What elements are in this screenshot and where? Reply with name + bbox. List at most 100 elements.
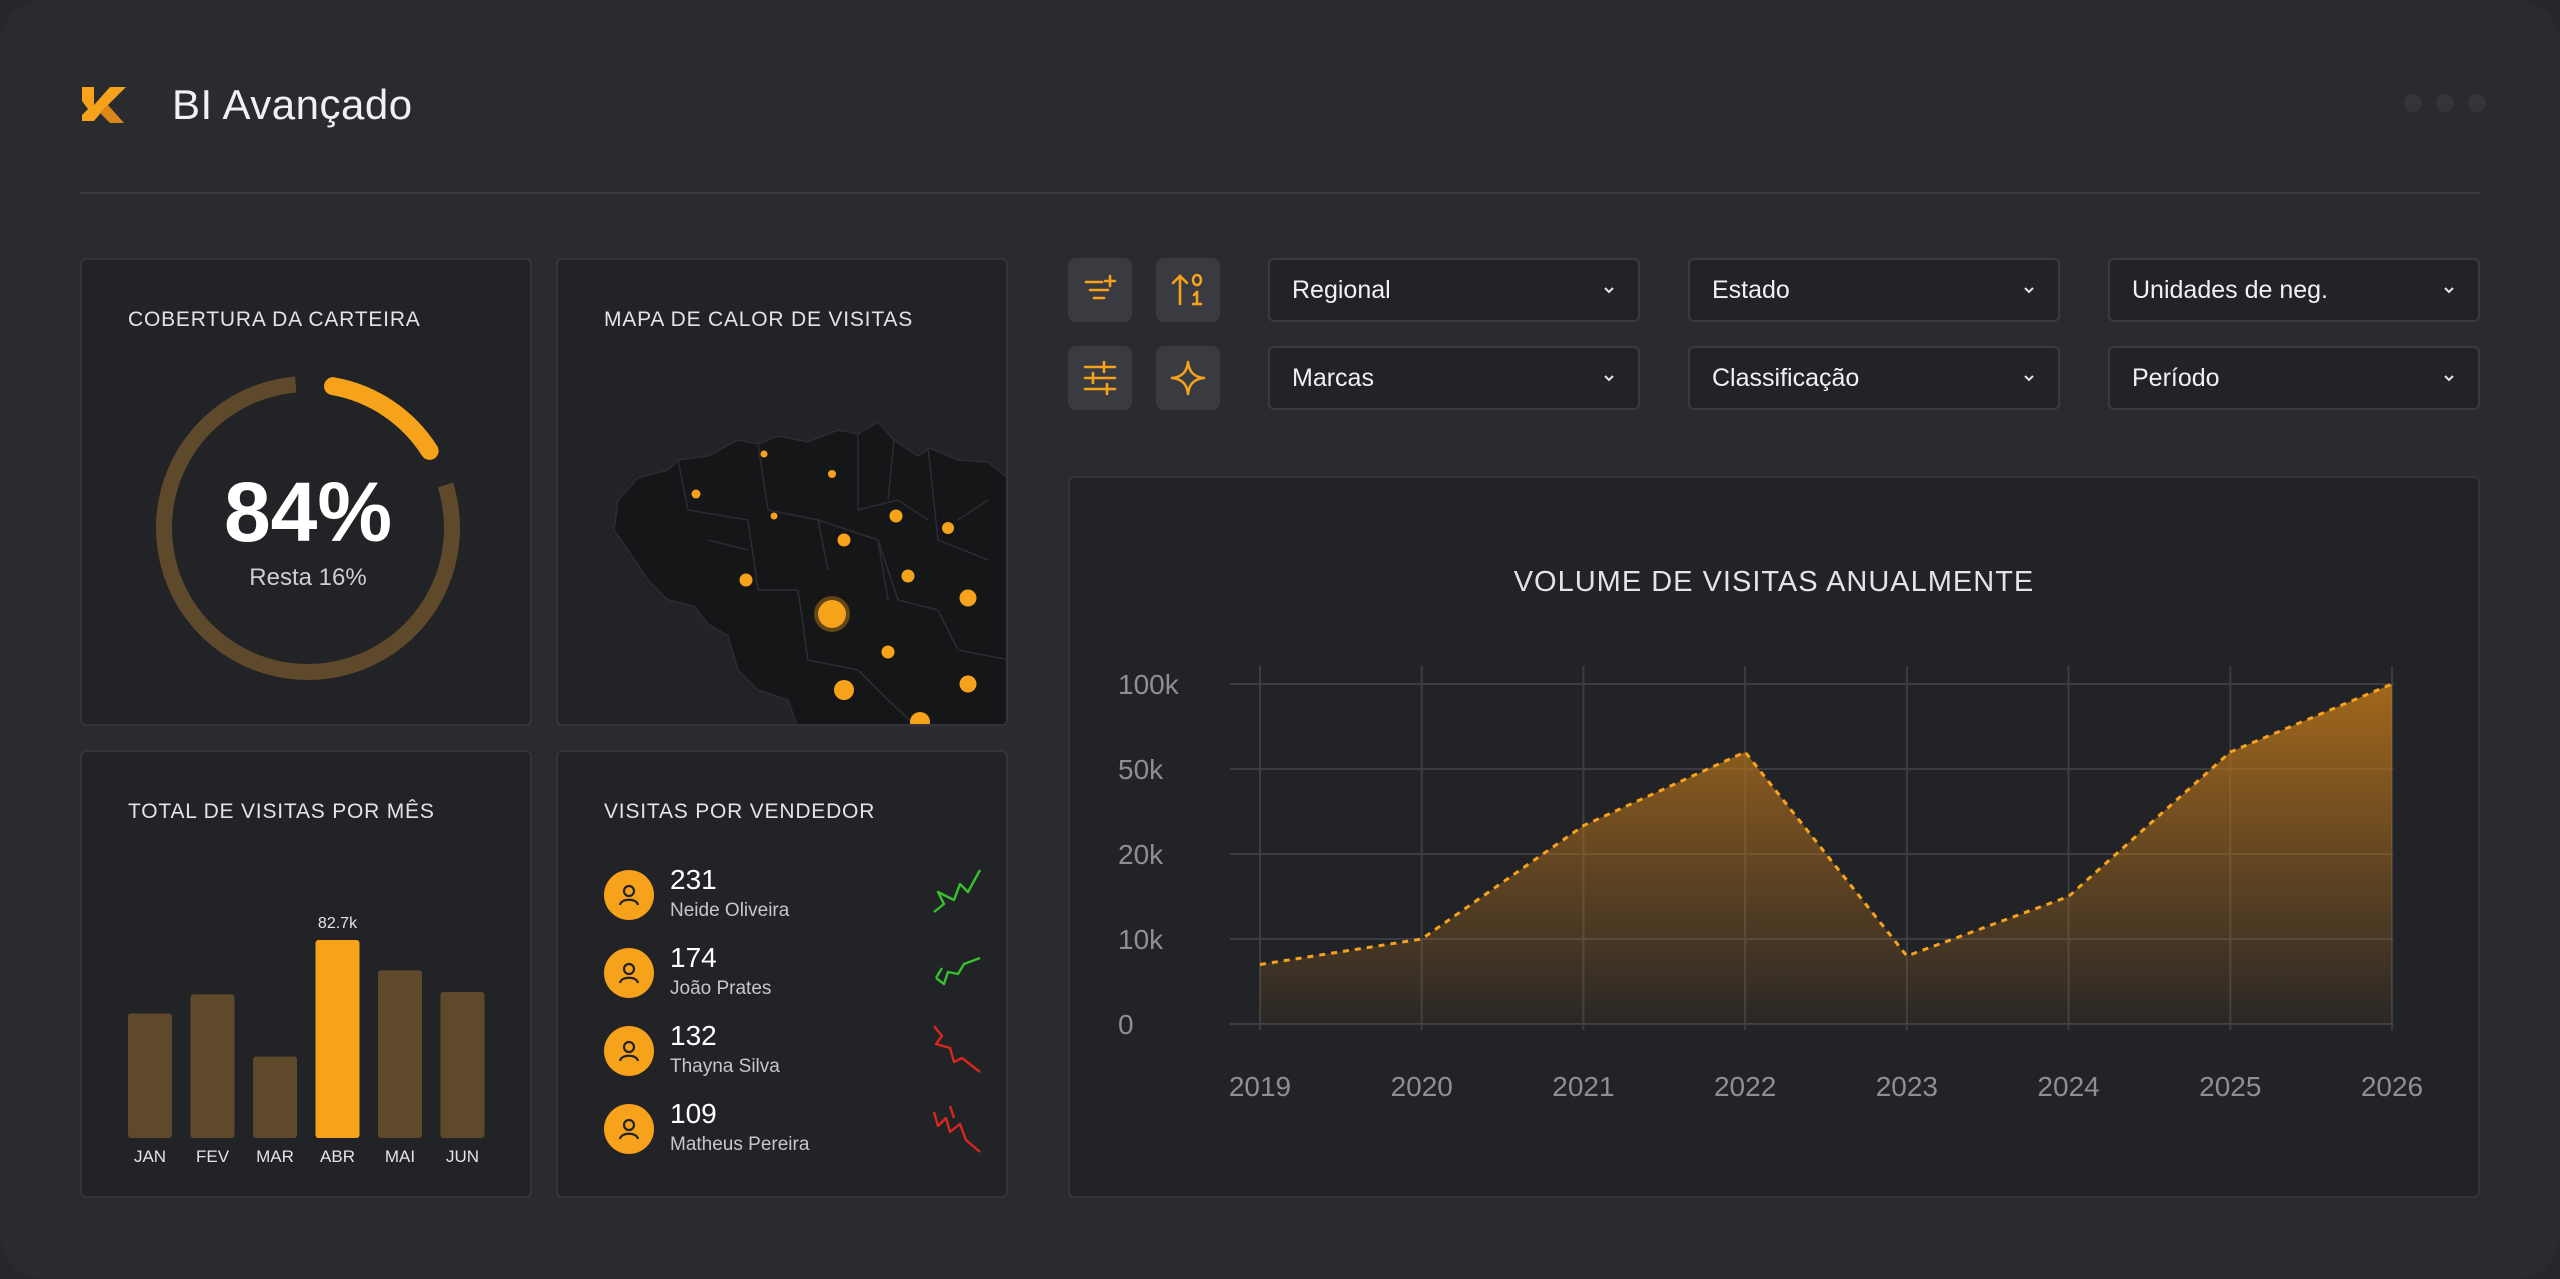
seller-count: 174 [670, 942, 717, 973]
coverage-title: COBERTURA DA CARTEIRA [128, 308, 421, 331]
chevron-down-icon [2444, 375, 2454, 382]
donut-track [156, 376, 460, 680]
marcas-select-label: Marcas [1292, 363, 1374, 392]
x-tick-label: 2022 [1714, 1071, 1776, 1102]
series-line [1259, 682, 2393, 966]
map-dot [760, 450, 768, 458]
annual-volume-title: VOLUME DE VISITAS ANUALMENTE [1513, 566, 2035, 598]
y-tick-label: 20k [1118, 839, 1164, 870]
seller-count: 109 [670, 1098, 717, 1129]
monthly-bar [378, 970, 422, 1138]
regional-select[interactable]: Regional [1268, 258, 1640, 322]
user-avatar-icon [604, 870, 654, 920]
periodo-select[interactable]: Período [2108, 346, 2480, 410]
sort-numeric-icon [1171, 273, 1203, 306]
window-dot[interactable] [2436, 94, 2454, 112]
month-label: JAN [134, 1147, 166, 1166]
monthly-bar [128, 1013, 172, 1138]
coverage-donut: 84% Resta 16% [148, 368, 468, 688]
monthly-bar [253, 1056, 297, 1138]
adjustments-button[interactable] [1068, 346, 1132, 410]
map-dot [959, 675, 977, 693]
month-label: MAI [385, 1147, 415, 1166]
adjustments-icon [1083, 360, 1117, 396]
header-divider [80, 192, 2480, 194]
seller-name: João Prates [670, 978, 772, 999]
classificacao-select-label: Classificação [1712, 363, 1860, 392]
map-dot [910, 712, 930, 724]
k-logo-icon [82, 87, 126, 123]
donut-remaining-arc [155, 375, 461, 681]
month-label: FEV [196, 1147, 230, 1166]
monthly-title: TOTAL DE VISITAS POR MÊS [128, 800, 435, 823]
classificacao-select[interactable]: Classificação [1688, 346, 2060, 410]
map-dot [770, 512, 778, 520]
month-label: ABR [320, 1147, 355, 1166]
app-title: BI Avançado [172, 81, 413, 128]
estado-select[interactable]: Estado [1688, 258, 2060, 322]
brazil-map [613, 421, 1006, 724]
app-header: BI Avançado [80, 70, 413, 140]
map-border [677, 434, 1006, 724]
map-dot [889, 509, 903, 523]
map-dot [881, 645, 895, 659]
map-dot [942, 522, 954, 534]
seller-row[interactable]: 174 João Prates [604, 942, 984, 1008]
y-tick-label: 50k [1118, 754, 1164, 785]
heatmap-card: MAPA DE CALOR DE VISITAS [556, 258, 1008, 726]
map-region [613, 421, 1006, 724]
y-tick-label: 10k [1118, 924, 1164, 955]
sort-numeric-button[interactable] [1156, 258, 1220, 322]
periodo-select-label: Período [2132, 363, 2220, 392]
y-tick-label: 0 [1118, 1009, 1134, 1040]
map-dot [828, 470, 836, 478]
user-avatar-icon [604, 948, 654, 998]
x-tick-label: 2019 [1229, 1071, 1291, 1102]
chevron-down-icon [2024, 375, 2034, 382]
chevron-down-icon [1604, 287, 1614, 294]
chevron-down-icon [2444, 287, 2454, 294]
map-dot [818, 600, 846, 628]
bar-data-label: 82.7k [318, 915, 358, 932]
trend-down-icon [933, 1025, 981, 1073]
annual-volume-chart: 0 10k 20k 50k 100k 2019 2020 2021 2022 2023 2024 20… [1118, 666, 2423, 1102]
monthly-bar [190, 994, 235, 1138]
estado-select-label: Estado [1712, 275, 1790, 304]
window-dot[interactable] [2404, 94, 2422, 112]
map-dot [959, 589, 977, 607]
x-tick-label: 2025 [2199, 1071, 2261, 1102]
y-tick-label: 100k [1118, 669, 1180, 700]
x-tick-label: 2026 [2361, 1071, 2423, 1102]
unidades-select-label: Unidades de neg. [2132, 275, 2328, 304]
window-dot[interactable] [2468, 94, 2486, 112]
x-tick-label: 2021 [1552, 1071, 1614, 1102]
map-dots [691, 450, 977, 724]
unidades-select[interactable]: Unidades de neg. [2108, 258, 2480, 322]
seller-row[interactable]: 132 Thayna Silva [604, 1020, 984, 1086]
seller-name: Neide Oliveira [670, 900, 790, 921]
heatmap-title: MAPA DE CALOR DE VISITAS [604, 308, 913, 331]
sellers-title: VISITAS POR VENDEDOR [604, 800, 876, 823]
monthly-visits-card: TOTAL DE VISITAS POR MÊS JAN FEV MAR ABR 82.… [80, 750, 532, 1198]
map-dot [837, 533, 851, 547]
map-dot [691, 489, 701, 499]
map-dot [739, 573, 753, 587]
seller-row[interactable]: 109 Matheus Pereira [604, 1098, 984, 1164]
annual-volume-card: 0 10k 20k 50k 100k 2019 2020 2021 2022 2023 2024 20… [1068, 476, 2480, 1198]
sparkle-button[interactable] [1156, 346, 1220, 410]
chevron-down-icon [1604, 375, 1614, 382]
sparkle-icon [1170, 360, 1206, 396]
window-controls[interactable] [2404, 94, 2486, 112]
trend-down-icon [932, 1105, 981, 1153]
filter-add-button[interactable] [1068, 258, 1132, 322]
user-avatar-icon [604, 1026, 654, 1076]
seller-row[interactable]: 231 Neide Oliveira [604, 864, 984, 930]
x-tick-label: 2024 [2037, 1071, 2099, 1102]
marcas-select[interactable]: Marcas [1268, 346, 1640, 410]
trend-up-icon [934, 956, 981, 986]
seller-count: 231 [670, 864, 717, 895]
month-label: JUN [446, 1147, 479, 1166]
monthly-bar [440, 991, 485, 1138]
coverage-value: 84% [223, 465, 393, 559]
filter-add-icon [1084, 274, 1117, 300]
